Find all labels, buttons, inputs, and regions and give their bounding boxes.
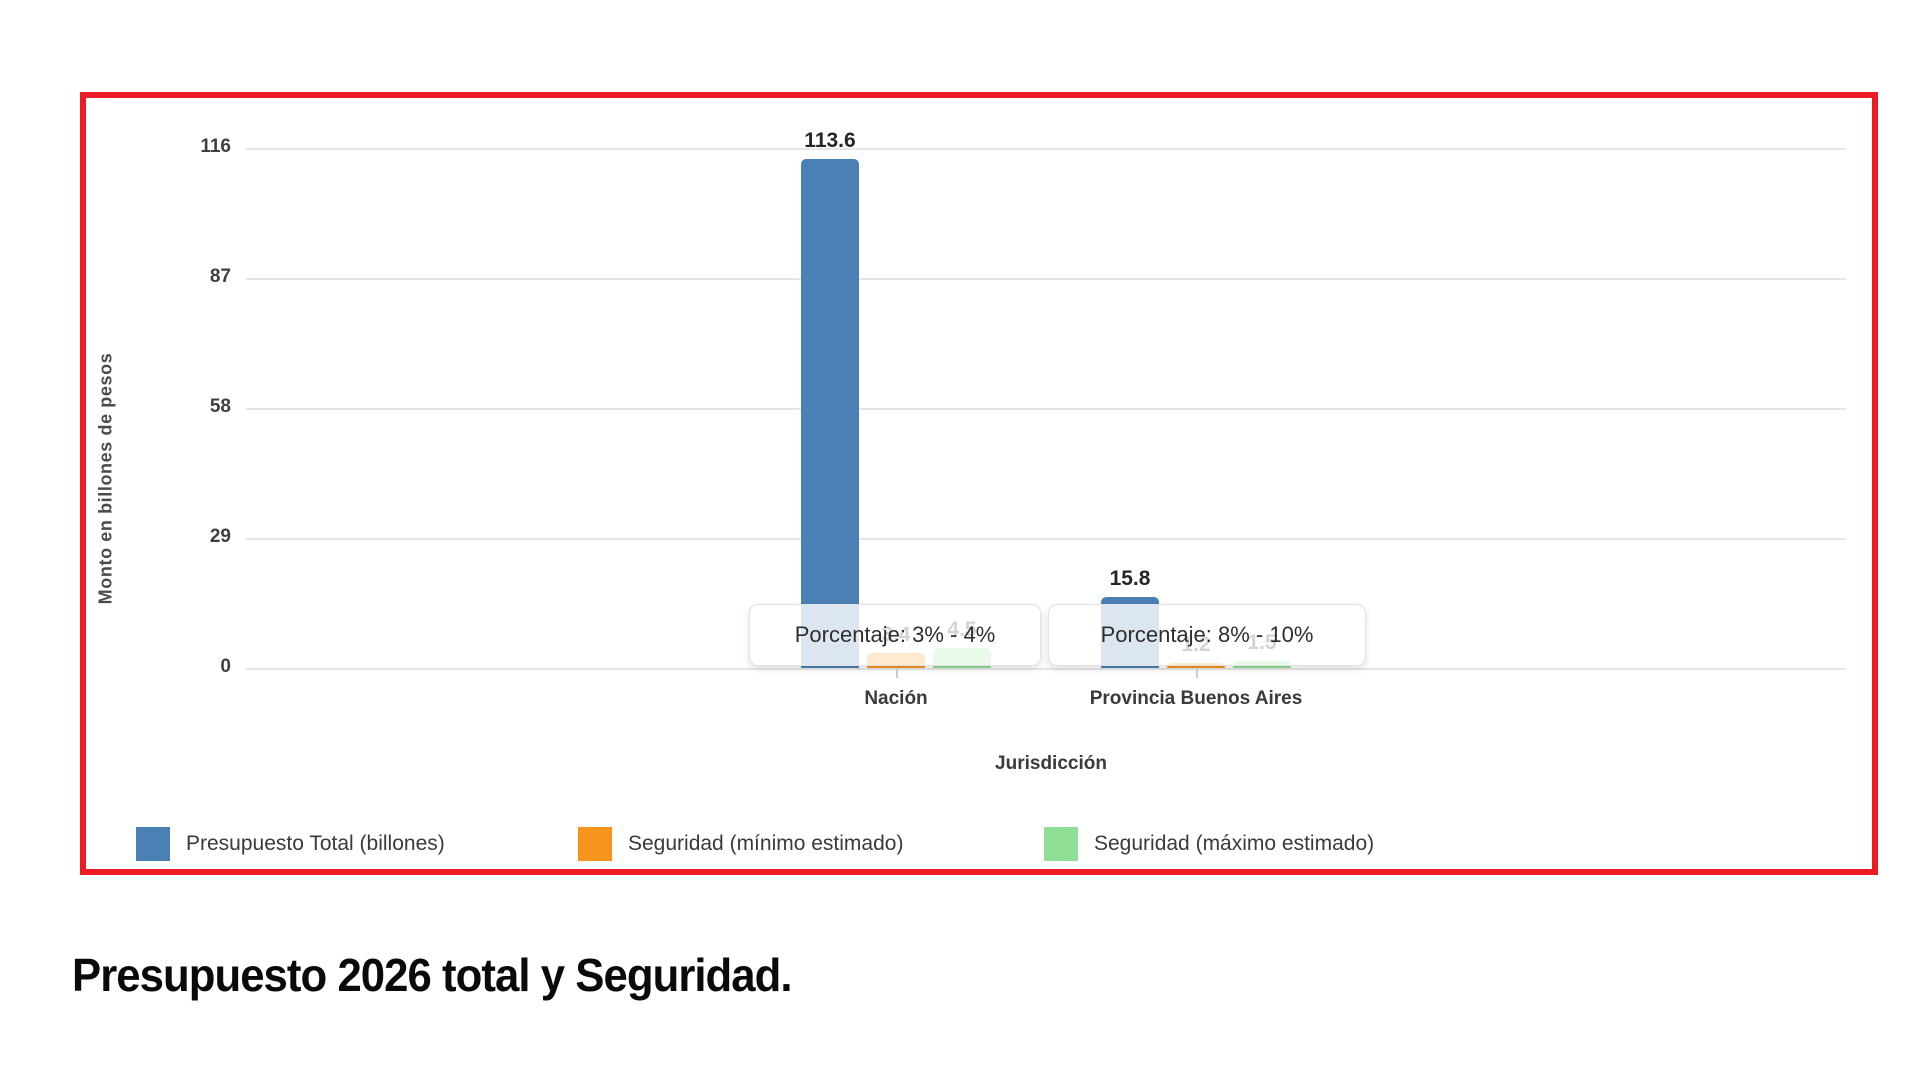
chart-frame: Monto en billones de pesos 0 29 58 87 116 11… (80, 92, 1878, 875)
legend-label-1: Seguridad (mínimo estimado) (628, 832, 904, 855)
legend-item-2[interactable]: Seguridad (máximo estimado) (1044, 826, 1374, 862)
legend-swatch-0 (136, 827, 170, 861)
y-tick-label-29: 29 (209, 526, 231, 547)
y-tick-label-58: 58 (209, 396, 231, 417)
legend-swatch-2 (1044, 827, 1078, 861)
legend-swatch-1 (578, 827, 612, 861)
y-tick-label-116: 116 (200, 136, 231, 157)
gridline-87 (246, 278, 1846, 280)
tooltip-1: Porcentaje: 8% - 10% (1048, 604, 1366, 666)
figure-caption: Presupuesto 2026 total y Seguridad. (72, 949, 793, 1001)
y-tick-label-87: 87 (209, 266, 231, 287)
x-category-label-1: Provincia Buenos Aires (1089, 688, 1303, 709)
legend-label-0: Presupuesto Total (billones) (186, 832, 445, 855)
legend-label-2: Seguridad (máximo estimado) (1094, 832, 1375, 855)
bar-value-label: 113.6 (804, 128, 856, 152)
tooltip-0: Porcentaje: 3% - 4% (749, 604, 1041, 666)
x-axis-title: Jurisdicción (995, 753, 1107, 774)
legend-item-1[interactable]: Seguridad (mínimo estimado) (578, 826, 903, 862)
bar-value-label: 15.8 (1109, 567, 1151, 591)
y-axis-title: Monto en billones de pesos (94, 258, 118, 698)
x-category-label-0: Nación (864, 688, 928, 709)
y-tick-label-0: 0 (220, 656, 231, 677)
x-tick-mark-1 (1196, 668, 1198, 678)
legend-item-0[interactable]: Presupuesto Total (billones) (136, 826, 445, 862)
y-axis-title-text: Monto en billones de pesos (95, 352, 116, 604)
gridline-29 (246, 538, 1846, 540)
gridline-58 (246, 408, 1846, 410)
bar-Nación-series0[interactable] (801, 158, 859, 668)
gridline-0 (246, 668, 1846, 670)
x-tick-mark-0 (896, 668, 898, 678)
gridline-116 (246, 148, 1846, 150)
